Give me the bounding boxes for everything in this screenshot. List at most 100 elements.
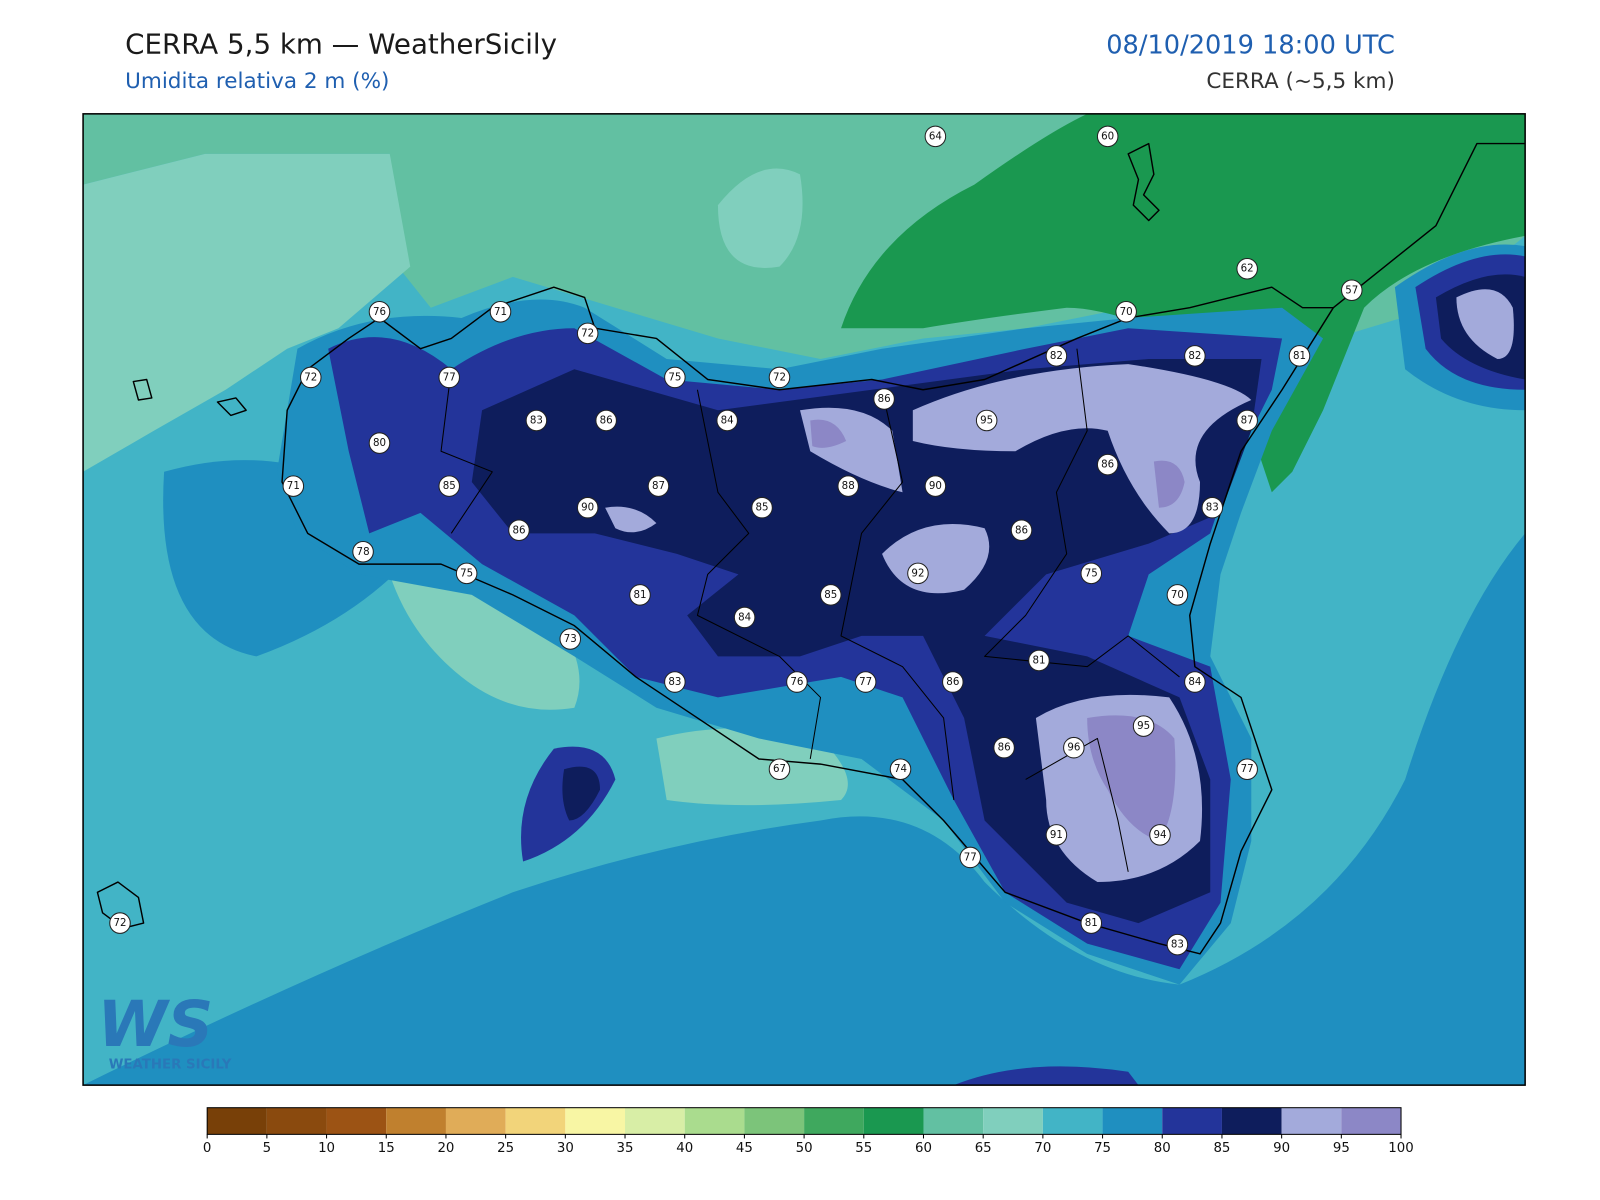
station: 74 (889, 758, 912, 780)
station: 90 (576, 496, 599, 519)
station: 57 (1341, 279, 1363, 302)
station: 95 (975, 409, 998, 432)
station-value: 75 (460, 567, 473, 579)
station: 84 (1184, 671, 1206, 693)
station-value: 72 (304, 371, 317, 383)
station-marker (873, 388, 895, 410)
station-value: 84 (1188, 676, 1201, 688)
station-marker (368, 432, 391, 454)
station: 78 (352, 541, 374, 563)
station-marker (438, 475, 460, 497)
contour (1456, 289, 1514, 359)
station-value: 83 (1206, 502, 1219, 514)
station-marker (1028, 649, 1050, 672)
station-marker (299, 366, 322, 389)
station: 70 (1166, 584, 1189, 606)
colorbar-bin (1221, 1107, 1282, 1135)
station-marker (1132, 715, 1155, 737)
colorbar-tick-label: 80 (1154, 1141, 1171, 1156)
colorbar-bin (505, 1107, 566, 1135)
station-marker (924, 125, 947, 148)
station: 75 (455, 562, 478, 585)
station-value: 77 (964, 851, 977, 863)
colorbar-tick-label: 95 (1333, 1141, 1350, 1156)
contour (810, 419, 847, 448)
colorbar-bin (684, 1107, 745, 1135)
colorbar-tick-label: 75 (1094, 1141, 1111, 1156)
station: 83 (664, 671, 686, 693)
station-value: 71 (494, 306, 507, 318)
station: 87 (1236, 409, 1258, 432)
station-marker (352, 541, 374, 563)
colorbar-tick-label: 15 (378, 1141, 395, 1156)
contour (841, 113, 1526, 493)
colorbar-bin (326, 1107, 387, 1135)
station: 81 (629, 584, 651, 606)
station-marker (559, 628, 582, 650)
station: 94 (1149, 824, 1171, 846)
station-value: 77 (859, 676, 872, 688)
station-marker (716, 409, 738, 432)
station-value: 81 (1032, 655, 1045, 667)
station: 60 (1096, 125, 1119, 148)
station-marker (975, 409, 998, 432)
station-marker (455, 562, 478, 585)
station: 86 (993, 736, 1015, 759)
station-value: 90 (929, 480, 942, 492)
station-value: 86 (1101, 459, 1114, 471)
station-value: 86 (512, 524, 525, 536)
station-marker (1045, 824, 1068, 846)
station-value: 85 (824, 589, 837, 601)
colorbar-tick-label: 85 (1213, 1141, 1230, 1156)
stations: 64 60 62 57 76 71 72 70 72 77 75 72 82 82 81 86 83 86 84 95… (109, 125, 1363, 956)
station: 83 (1201, 496, 1224, 519)
station-marker (854, 671, 877, 693)
station-marker (1166, 933, 1189, 956)
station: 75 (1080, 562, 1103, 585)
station-marker (595, 409, 617, 432)
station-marker (1184, 345, 1206, 367)
island (216, 397, 247, 417)
station: 86 (873, 388, 895, 410)
station-marker (489, 301, 512, 323)
station-value: 80 (373, 437, 386, 449)
colorbar-tick-label: 45 (736, 1141, 753, 1156)
colorbar-tick-label: 30 (557, 1141, 574, 1156)
station-value: 85 (756, 502, 769, 514)
station-marker (1149, 824, 1171, 846)
contour (717, 168, 803, 268)
station: 84 (716, 409, 738, 432)
colorbar: 0 5 10 15 20 25 30 35 40 45 50 55 60 65 70 75 80 85 90 95 10… (203, 1107, 1414, 1156)
colorbar-bin (386, 1107, 446, 1135)
station: 96 (1063, 736, 1085, 759)
logo-mark: WS (97, 987, 213, 1061)
station: 77 (438, 366, 460, 389)
colorbar-tick-label: 35 (617, 1141, 634, 1156)
station-marker (647, 475, 670, 497)
station-value: 72 (773, 371, 786, 383)
station: 72 (576, 322, 599, 345)
colorbar-bin (1102, 1107, 1163, 1135)
station: 85 (438, 475, 460, 497)
station-marker (889, 758, 912, 780)
station-value: 94 (1153, 829, 1166, 841)
station: 86 (1010, 519, 1033, 542)
island (132, 378, 153, 401)
map-frame (82, 113, 1526, 1086)
station-marker (1045, 345, 1068, 367)
colorbar-bin (744, 1107, 805, 1135)
station-value: 83 (530, 415, 543, 427)
colorbar-tick-label: 90 (1273, 1141, 1290, 1156)
station-value: 86 (998, 742, 1011, 754)
station-value: 96 (1067, 742, 1080, 754)
station-marker (768, 366, 791, 389)
station-value: 72 (581, 327, 594, 339)
station-value: 87 (1241, 415, 1254, 427)
colorbar-tick-label: 5 (263, 1141, 271, 1156)
station: 90 (924, 475, 947, 497)
station: 88 (837, 475, 859, 497)
colorbar-bin (804, 1107, 864, 1135)
station: 80 (368, 432, 391, 454)
colorbar-bin (983, 1107, 1043, 1135)
colorbar-bin (1162, 1107, 1222, 1135)
